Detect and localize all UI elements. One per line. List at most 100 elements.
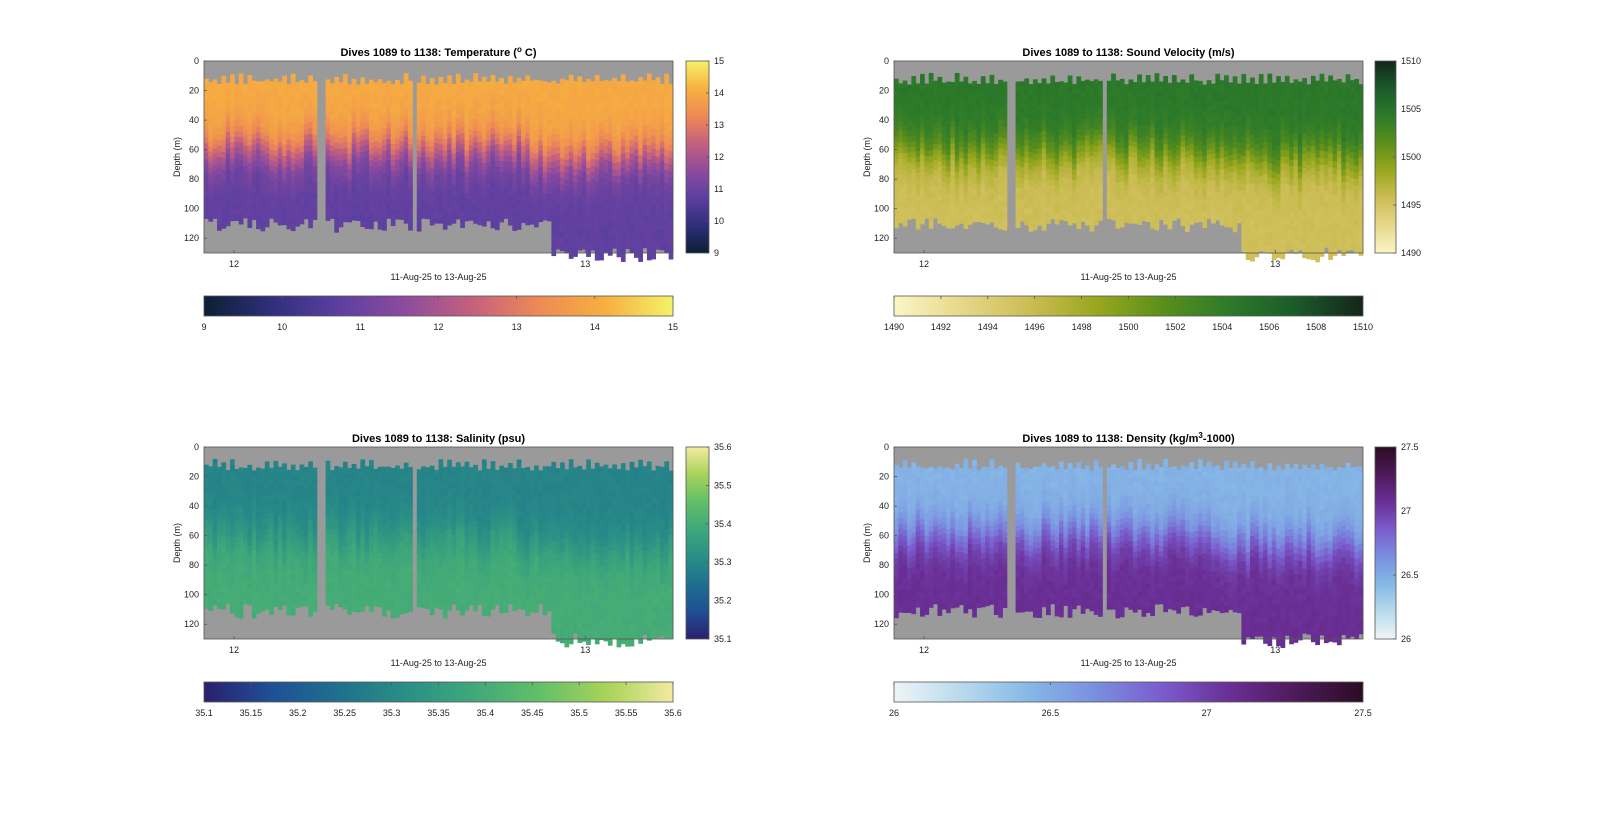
heatmap-cell xyxy=(551,242,557,250)
heatmap-cell xyxy=(646,116,652,125)
heatmap-cell xyxy=(434,121,439,128)
heatmap-cell xyxy=(347,121,353,128)
heatmap-cell xyxy=(581,133,587,141)
heatmap-cell xyxy=(564,159,570,167)
heatmap-cell xyxy=(1072,201,1077,208)
heatmap-cell xyxy=(1059,214,1064,221)
heatmap-cell xyxy=(1184,128,1190,135)
heatmap-cell xyxy=(1119,164,1125,171)
heatmap-cell xyxy=(1250,254,1255,262)
heatmap-cell xyxy=(1202,221,1208,228)
heatmap-cell xyxy=(998,160,1003,167)
heatmap-cell xyxy=(429,157,435,164)
heatmap-cell xyxy=(980,81,986,88)
heatmap-cell xyxy=(612,176,617,184)
heatmap-cell xyxy=(568,138,574,146)
heatmap-cell xyxy=(555,178,561,186)
heatmap-cell xyxy=(911,190,917,197)
heatmap-cell xyxy=(447,178,452,186)
heatmap-cell xyxy=(638,197,643,206)
heatmap-cell xyxy=(238,195,244,202)
heatmap-cell xyxy=(1089,121,1095,128)
heatmap-cell xyxy=(256,172,261,179)
heatmap-cell xyxy=(408,132,413,139)
heatmap-cell xyxy=(347,94,353,101)
heatmap-cell xyxy=(902,170,908,177)
heatmap-cell xyxy=(590,146,596,154)
heatmap-cell xyxy=(251,80,257,87)
heatmap-cell xyxy=(902,192,908,199)
heatmap-cell xyxy=(1267,197,1273,206)
heatmap-cell xyxy=(403,125,409,132)
heatmap-cell xyxy=(1137,132,1142,139)
heatmap-cell xyxy=(1211,99,1216,106)
heatmap-cell xyxy=(329,135,335,141)
heatmap-cell xyxy=(217,202,222,209)
heatmap-cell xyxy=(586,133,591,141)
heatmap-cell xyxy=(1206,143,1212,150)
heatmap-cell xyxy=(620,189,626,198)
heatmap-cell xyxy=(1171,209,1177,216)
heatmap-cell xyxy=(612,97,617,105)
heatmap-cell xyxy=(1045,137,1051,144)
heatmap-cell xyxy=(1271,130,1277,138)
heatmap-cell xyxy=(521,129,526,136)
heatmap-cell xyxy=(1045,121,1051,127)
heatmap-cell xyxy=(1024,89,1030,96)
heatmap-cell xyxy=(989,159,995,166)
heatmap-cell xyxy=(1263,83,1268,91)
heatmap-cell xyxy=(290,103,296,111)
heatmap-cell xyxy=(1098,129,1103,136)
heatmap-cell xyxy=(464,182,470,189)
heatmap-cell xyxy=(967,83,973,90)
heatmap-cell xyxy=(403,84,409,92)
heatmap-cell xyxy=(581,81,587,89)
heatmap-cell xyxy=(1189,143,1195,150)
heatmap-cell xyxy=(1028,146,1034,153)
heatmap-cell xyxy=(920,114,925,121)
heatmap-cell xyxy=(1106,181,1112,188)
heatmap-cell xyxy=(455,101,461,108)
heatmap-cell xyxy=(342,204,348,211)
heatmap-cell xyxy=(655,229,661,237)
heatmap-cell xyxy=(629,113,635,121)
heatmap-cell xyxy=(516,217,522,224)
heatmap-cell xyxy=(907,100,912,106)
heatmap-cell xyxy=(395,202,400,209)
heatmap-cell xyxy=(334,88,340,96)
heatmap-cell xyxy=(1258,237,1264,245)
heatmap-cell xyxy=(295,215,300,222)
heatmap-cell xyxy=(1015,159,1021,167)
heatmap-cell xyxy=(447,201,452,209)
heatmap-cell xyxy=(399,156,405,163)
heatmap-cell xyxy=(1211,153,1216,160)
heatmap-cell xyxy=(347,89,353,96)
heatmap-cell xyxy=(299,80,305,87)
heatmap-cell xyxy=(1111,180,1116,187)
heatmap-cell xyxy=(1145,131,1151,138)
heatmap-cell xyxy=(1176,160,1182,167)
heatmap-cell xyxy=(1059,107,1064,114)
heatmap-cell xyxy=(911,163,917,170)
heatmap-cell xyxy=(490,86,496,94)
heatmap-cell xyxy=(616,135,622,143)
heatmap-cell xyxy=(355,210,361,216)
heatmap-cell xyxy=(894,95,899,103)
heatmap-cell xyxy=(581,217,587,224)
heatmap-cell xyxy=(1193,156,1199,163)
heatmap-cell xyxy=(312,203,318,210)
heatmap-cell xyxy=(1237,137,1242,143)
heatmap-cell xyxy=(360,117,366,124)
heatmap-cell xyxy=(551,141,557,149)
heatmap-cell xyxy=(490,110,496,117)
heatmap-cell xyxy=(369,79,374,86)
bottom-colorbar: 9 10 11 12 13 14 15 xyxy=(201,295,678,332)
heatmap-cell xyxy=(655,242,661,250)
heatmap-cell xyxy=(273,211,279,218)
heatmap-cell xyxy=(1024,202,1030,209)
heatmap-cell xyxy=(494,132,500,139)
heatmap-cell xyxy=(1119,135,1125,142)
heatmap-cell xyxy=(1254,190,1260,198)
heatmap-cell xyxy=(347,110,353,117)
heatmap-cell xyxy=(421,201,426,208)
